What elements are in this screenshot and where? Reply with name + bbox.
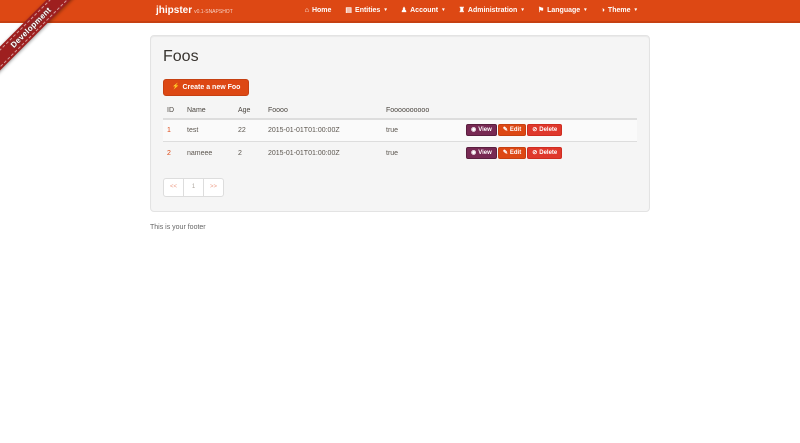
page-title: Foos [163,48,199,65]
brand-name: jhipster [156,5,193,16]
cell-actions: ◉ View ✎ Edit ⊘ Delete [462,118,637,142]
delete-button[interactable]: ⊘ Delete [527,147,563,160]
delete-button[interactable]: ⊘ Delete [527,124,563,137]
flash-icon: ⚡ [172,84,180,90]
tower-icon: ♜ [458,7,465,14]
table-header-row: ID Name Age Foooo Foooooooooo [163,102,637,120]
nav-item-label: Home [311,7,332,14]
header-foolong: Foooooooooo [382,102,462,120]
cell-foolong: true [382,118,462,142]
table-row: 1 test 22 2015-01-01T01:00:00Z true ◉ Vi… [163,118,637,142]
brand-version: v0.1-SNAPSHOT [194,9,233,15]
chevron-down-icon: ▾ [442,7,445,13]
cell-foooo: 2015-01-01T01:00:00Z [264,141,382,165]
cell-foolong: true [382,141,462,165]
view-button[interactable]: ◉ View [466,124,497,137]
pagination-page-1[interactable]: 1 [183,177,205,197]
pagination: << 1 >> [163,177,225,197]
navbar-menu: ⌂ Home ▤ Entities ▾ ♟ Account ▾ ♜ Admini… [298,0,644,21]
pencil-icon: ✎ [502,127,508,134]
chevron-down-icon: ▾ [634,7,637,13]
header-age: Age [234,102,264,120]
nav-item-home[interactable]: ⌂ Home [298,0,339,21]
eye-icon: ◉ [471,127,477,134]
nav-item-administration[interactable]: ♜ Administration ▾ [452,0,531,21]
content-panel: Foos ⚡ Create a new Foo ID Name Age Fooo… [150,35,650,212]
header-foooo: Foooo [264,102,382,120]
nav-item-label: Language [547,7,581,14]
edit-label: Edit [509,150,522,157]
top-navbar: jhipster v0.1-SNAPSHOT ⌂ Home ▤ Entities… [0,0,800,23]
home-icon: ⌂ [304,7,309,14]
footer: This is your footer [150,224,650,231]
cell-name: nameee [183,141,234,165]
nav-item-label: Administration [467,7,518,14]
edit-button[interactable]: ✎ Edit [497,147,527,160]
chevron-down-icon: ▾ [584,7,587,13]
row-id-link[interactable]: 2 [167,149,171,157]
cell-actions: ◉ View ✎ Edit ⊘ Delete [462,141,637,165]
delete-label: Delete [539,127,558,134]
view-label: View [478,127,492,134]
cell-name: test [183,118,234,142]
header-id: ID [163,102,183,120]
chevron-down-icon: ▾ [384,7,387,13]
create-foo-label: Create a new Foo [182,83,241,91]
nav-item-theme[interactable]: ◑ Theme ▾ [594,0,644,21]
list-icon: ▤ [345,7,353,14]
ban-icon: ⊘ [532,127,538,134]
header-actions [462,102,637,120]
footer-text: This is your footer [150,223,206,231]
edit-label: Edit [509,127,522,134]
flag-icon: ⚑ [537,7,545,14]
delete-label: Delete [539,150,558,157]
pagination-last-button[interactable]: >> [203,177,225,197]
chevron-down-icon: ▾ [521,7,524,13]
foo-table: ID Name Age Foooo Foooooooooo 1 test 22 … [163,102,637,165]
pencil-icon: ✎ [502,150,508,157]
eye-icon: ◉ [471,150,477,157]
cell-foooo: 2015-01-01T01:00:00Z [264,118,382,142]
cell-age: 2 [234,141,264,165]
pagination-first-button[interactable]: << [163,177,185,197]
nav-item-language[interactable]: ⚑ Language ▾ [531,0,594,21]
user-icon: ♟ [400,7,408,14]
nav-item-account[interactable]: ♟ Account ▾ [394,0,452,21]
view-button[interactable]: ◉ View [466,147,497,160]
row-id-link[interactable]: 1 [167,126,171,134]
header-name: Name [183,102,234,120]
ban-icon: ⊘ [532,150,538,157]
nav-item-label: Theme [607,7,631,14]
cell-age: 22 [234,118,264,142]
nav-item-label: Account [410,7,439,14]
table-row: 2 nameee 2 2015-01-01T01:00:00Z true ◉ V… [163,141,637,165]
edit-button[interactable]: ✎ Edit [497,124,527,137]
adjust-icon: ◑ [600,7,605,14]
create-foo-button[interactable]: ⚡ Create a new Foo [163,78,250,96]
brand-link[interactable]: jhipster v0.1-SNAPSHOT [156,5,233,16]
nav-item-label: Entities [355,7,381,14]
view-label: View [478,150,492,157]
nav-item-entities[interactable]: ▤ Entities ▾ [338,0,393,21]
main-container: Foos ⚡ Create a new Foo ID Name Age Fooo… [150,35,650,231]
